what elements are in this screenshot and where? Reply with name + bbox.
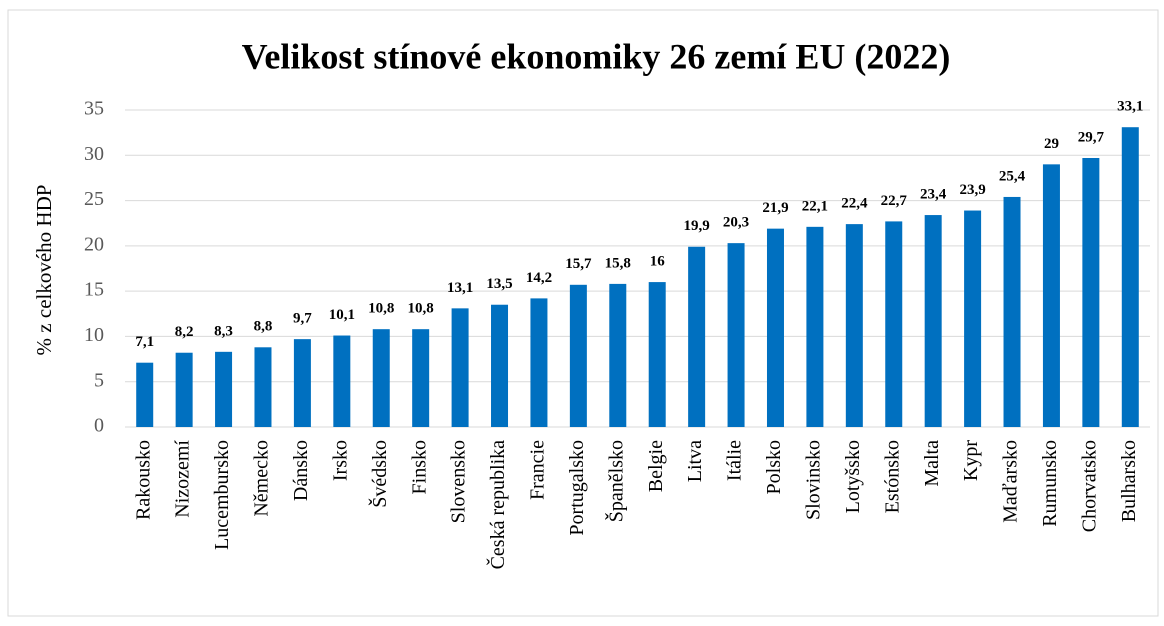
x-tick-label: Irsko <box>329 440 351 481</box>
y-tick-label: 30 <box>84 143 104 165</box>
x-tick-label: Malta <box>921 440 943 487</box>
chart-title: Velikost stínové ekonomiky 26 zemí EU (2… <box>242 36 951 76</box>
x-tick-label: Chorvatsko <box>1078 440 1100 532</box>
x-tick-label: Kypr <box>960 440 982 481</box>
data-label: 23,4 <box>920 187 947 203</box>
data-label: 8,3 <box>214 323 233 339</box>
bar <box>1121 127 1139 428</box>
bar <box>451 308 469 427</box>
data-label: 22,4 <box>841 196 868 212</box>
bar <box>727 243 745 427</box>
data-label: 23,9 <box>959 182 985 198</box>
y-tick-label: 25 <box>84 188 104 210</box>
bar <box>333 335 351 427</box>
data-label: 15,8 <box>605 255 631 271</box>
bar <box>136 362 154 427</box>
bar <box>845 224 863 427</box>
x-tick-label: Slovinsko <box>802 440 824 520</box>
x-tick-label: Maďarsko <box>1000 440 1022 523</box>
data-label: 16 <box>650 254 666 270</box>
bar <box>1003 196 1021 427</box>
data-label: 14,2 <box>526 270 552 286</box>
x-tick-label: Portugalsko <box>566 440 588 536</box>
bar <box>215 351 233 427</box>
x-tick-label: Lotyšsko <box>842 440 864 513</box>
data-label: 21,9 <box>762 200 788 216</box>
x-tick-label: Slovensko <box>448 440 470 523</box>
x-tick-label: Litva <box>684 440 706 482</box>
data-label: 8,8 <box>254 319 273 335</box>
data-label: 29 <box>1044 136 1059 152</box>
x-tick-label: Estónsko <box>881 440 903 513</box>
data-label: 10,8 <box>368 301 394 317</box>
y-tick-label: 0 <box>94 415 104 437</box>
data-label: 10,8 <box>408 301 434 317</box>
x-tick-label: Česká republika <box>485 440 509 570</box>
bar <box>688 246 706 427</box>
x-tick-label: Švédsko <box>367 440 391 508</box>
data-label: 25,4 <box>999 168 1026 184</box>
bar <box>254 347 272 427</box>
bar <box>648 282 666 427</box>
x-tick-label: Německo <box>251 440 273 517</box>
y-tick-label: 10 <box>84 324 104 346</box>
bar <box>924 215 942 427</box>
bar <box>293 339 311 427</box>
x-tick-label: Lucembursko <box>211 440 233 550</box>
x-tick-label: Nizozemí <box>172 440 194 518</box>
data-label: 7,1 <box>135 334 154 350</box>
y-axis-label: % z celkového HDP <box>32 185 56 356</box>
data-label: 19,9 <box>684 218 710 234</box>
data-label: 33,1 <box>1117 99 1143 115</box>
data-label: 22,7 <box>881 193 908 209</box>
x-tick-label: Belgie <box>645 440 667 492</box>
x-tick-label: Francie <box>527 440 549 500</box>
y-tick-label: 15 <box>84 279 104 301</box>
y-tick-label: 20 <box>84 233 104 255</box>
y-tick-label: 35 <box>84 98 104 120</box>
x-tick-label: Bulharsko <box>1118 440 1140 522</box>
bar <box>766 228 784 427</box>
bar <box>412 329 430 427</box>
data-label: 10,1 <box>329 307 355 323</box>
data-label: 22,1 <box>802 198 828 214</box>
bar <box>964 210 982 427</box>
y-tick-label: 5 <box>94 369 104 391</box>
x-tick-label: Španělsko <box>603 440 627 522</box>
bar <box>530 298 548 427</box>
x-tick-label: Polsko <box>763 440 785 494</box>
bar <box>491 304 509 427</box>
bar <box>569 284 587 427</box>
x-tick-label: Itálie <box>724 440 746 481</box>
data-label: 20,3 <box>723 215 749 231</box>
bar <box>372 329 390 427</box>
x-tick-label: Dánsko <box>290 440 312 501</box>
data-label: 13,5 <box>486 276 512 292</box>
x-tick-label: Rakousko <box>132 440 154 520</box>
data-label: 15,7 <box>565 256 592 272</box>
data-label: 8,2 <box>175 324 194 340</box>
data-label: 29,7 <box>1078 129 1105 145</box>
bar <box>885 221 903 427</box>
data-label: 9,7 <box>293 311 312 327</box>
x-tick-label: Finsko <box>408 440 430 494</box>
bar <box>806 226 824 427</box>
bar <box>609 283 627 427</box>
data-label: 13,1 <box>447 280 473 296</box>
bar <box>1042 164 1060 428</box>
bar <box>1082 158 1100 427</box>
bar <box>175 352 193 427</box>
x-tick-label: Rumunsko <box>1039 440 1061 527</box>
